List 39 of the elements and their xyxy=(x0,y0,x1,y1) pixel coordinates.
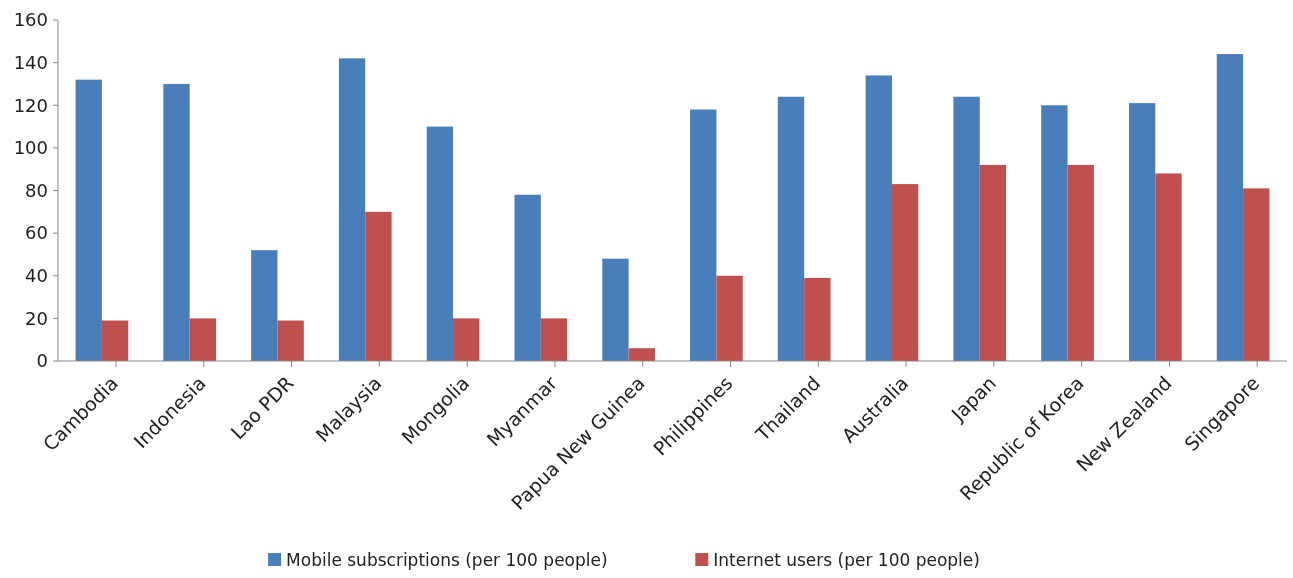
y-tick-label: 20 xyxy=(25,307,48,329)
y-tick-label: 120 xyxy=(13,94,48,116)
bar xyxy=(101,320,129,361)
bar xyxy=(716,275,743,361)
bar xyxy=(365,211,392,361)
y-tick-label: 160 xyxy=(13,9,48,31)
bar xyxy=(865,75,892,361)
bar xyxy=(1067,164,1094,361)
bar xyxy=(251,250,278,361)
bar xyxy=(891,184,919,361)
bar xyxy=(75,79,102,361)
legend-label: Internet users (per 100 people) xyxy=(713,550,980,570)
bar xyxy=(514,194,541,361)
bar xyxy=(1243,188,1270,361)
bar xyxy=(277,320,304,361)
bar xyxy=(602,258,629,361)
bar xyxy=(1216,54,1244,361)
bar xyxy=(163,83,190,361)
legend-label: Mobile subscriptions (per 100 people) xyxy=(286,550,608,570)
y-tick-label: 100 xyxy=(13,137,48,159)
bar xyxy=(953,96,980,361)
y-tick-label: 60 xyxy=(25,222,48,244)
bar xyxy=(1155,173,1182,361)
bar xyxy=(426,126,454,361)
y-tick-label: 40 xyxy=(25,265,48,287)
y-tick-label: 140 xyxy=(13,51,48,73)
y-tick-label: 80 xyxy=(25,179,48,201)
bar xyxy=(338,58,366,361)
bar xyxy=(777,96,805,361)
bar xyxy=(804,277,831,361)
bar xyxy=(453,318,480,361)
bar xyxy=(1041,105,1068,361)
bar xyxy=(628,348,655,361)
y-tick-label: 0 xyxy=(36,350,48,372)
bar xyxy=(979,164,1007,361)
bar xyxy=(540,318,568,361)
bar xyxy=(690,109,717,361)
bar xyxy=(1128,103,1156,361)
bar xyxy=(189,318,217,361)
